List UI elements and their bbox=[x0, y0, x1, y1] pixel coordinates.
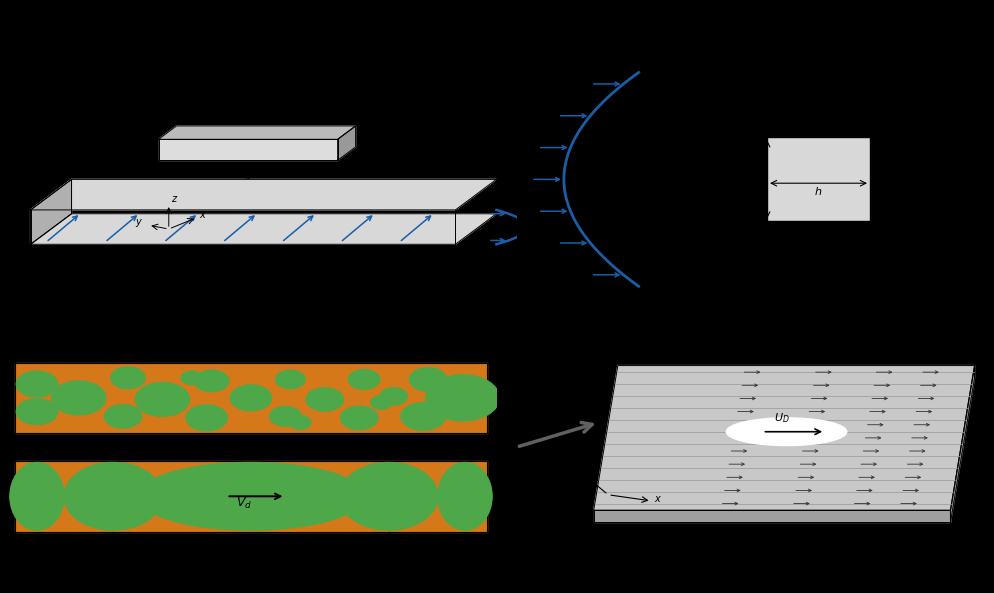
Circle shape bbox=[401, 403, 445, 430]
Polygon shape bbox=[593, 365, 974, 510]
Text: v: v bbox=[402, 55, 408, 65]
Circle shape bbox=[306, 388, 344, 411]
Circle shape bbox=[275, 370, 305, 388]
Text: x: x bbox=[654, 495, 660, 505]
Circle shape bbox=[186, 405, 228, 431]
Ellipse shape bbox=[64, 463, 162, 530]
Text: H: H bbox=[0, 222, 4, 232]
Text: h: h bbox=[135, 145, 141, 155]
Circle shape bbox=[341, 406, 378, 429]
Circle shape bbox=[135, 382, 190, 416]
Text: y: y bbox=[577, 464, 582, 474]
Text: H: H bbox=[975, 173, 984, 186]
Circle shape bbox=[110, 367, 145, 388]
Polygon shape bbox=[338, 126, 356, 160]
Circle shape bbox=[371, 396, 393, 409]
Text: $U_\infty$: $U_\infty$ bbox=[509, 432, 525, 444]
Circle shape bbox=[425, 375, 499, 421]
Text: A: A bbox=[546, 338, 558, 353]
Circle shape bbox=[380, 388, 408, 405]
Circle shape bbox=[52, 381, 105, 415]
Text: plug: plug bbox=[425, 550, 450, 560]
Text: h: h bbox=[815, 187, 822, 197]
Text: y: y bbox=[135, 217, 141, 227]
Circle shape bbox=[195, 370, 229, 392]
Text: z: z bbox=[807, 273, 812, 282]
Ellipse shape bbox=[438, 463, 492, 530]
Text: B: B bbox=[25, 440, 36, 455]
Circle shape bbox=[289, 416, 311, 429]
Text: O: O bbox=[790, 309, 799, 319]
Ellipse shape bbox=[727, 418, 847, 445]
Text: W: W bbox=[237, 267, 249, 280]
Text: $V_d$: $V_d$ bbox=[237, 496, 252, 511]
Polygon shape bbox=[15, 461, 487, 532]
Ellipse shape bbox=[138, 463, 364, 530]
Polygon shape bbox=[15, 362, 487, 433]
Text: x: x bbox=[200, 209, 205, 219]
Circle shape bbox=[16, 399, 58, 425]
Polygon shape bbox=[31, 179, 496, 210]
Text: $U_D$: $U_D$ bbox=[774, 411, 789, 425]
Polygon shape bbox=[159, 139, 338, 160]
Circle shape bbox=[16, 371, 58, 397]
Circle shape bbox=[269, 406, 301, 426]
Ellipse shape bbox=[340, 463, 438, 530]
Text: $\ell$: $\ell$ bbox=[245, 168, 251, 183]
Text: $u_f$: $u_f$ bbox=[875, 162, 888, 174]
Text: a): a) bbox=[15, 42, 33, 57]
Text: $u_f$: $u_f$ bbox=[358, 125, 371, 136]
Circle shape bbox=[349, 369, 380, 389]
Circle shape bbox=[231, 385, 271, 411]
Circle shape bbox=[181, 371, 203, 385]
Polygon shape bbox=[593, 510, 950, 522]
Text: w: w bbox=[444, 36, 452, 46]
Polygon shape bbox=[31, 213, 496, 244]
Polygon shape bbox=[31, 179, 72, 244]
Text: h: h bbox=[991, 511, 994, 521]
Circle shape bbox=[104, 404, 142, 428]
Text: z: z bbox=[171, 193, 177, 203]
Polygon shape bbox=[950, 365, 974, 522]
Text: droplet: droplet bbox=[232, 550, 270, 560]
Ellipse shape bbox=[10, 463, 64, 530]
Text: u: u bbox=[473, 53, 479, 63]
Text: h: h bbox=[169, 121, 175, 131]
Bar bbox=[767, 138, 870, 221]
Text: x: x bbox=[835, 299, 841, 310]
Circle shape bbox=[410, 368, 447, 391]
Polygon shape bbox=[159, 126, 356, 139]
Text: plug: plug bbox=[52, 550, 77, 560]
Text: bH: bH bbox=[826, 97, 841, 107]
Text: A: A bbox=[25, 342, 37, 356]
Text: h: h bbox=[747, 174, 754, 184]
